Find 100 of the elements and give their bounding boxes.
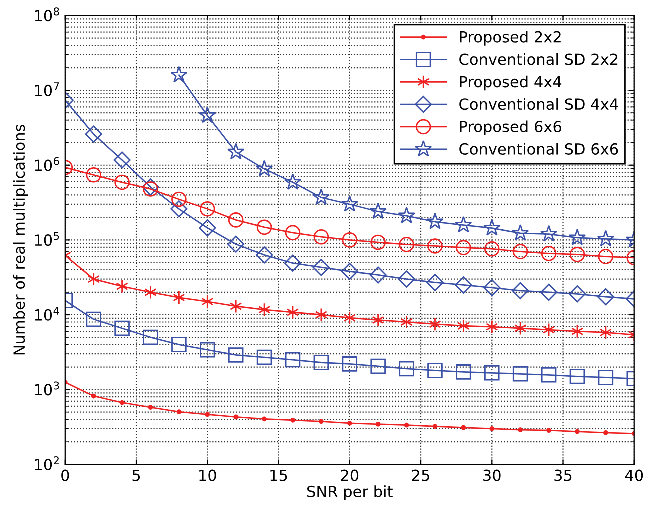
x-tick-label: 25	[412, 470, 430, 482]
point	[512, 366, 528, 382]
point	[458, 319, 470, 334]
point	[541, 246, 557, 262]
point	[484, 219, 501, 236]
point	[426, 274, 444, 292]
point	[514, 322, 527, 336]
point	[290, 418, 296, 423]
x-tick-label: 5	[132, 470, 140, 482]
point	[256, 160, 274, 177]
point	[341, 263, 358, 280]
point	[426, 212, 444, 230]
point	[199, 106, 216, 124]
point	[461, 425, 466, 430]
point	[284, 254, 302, 272]
point	[228, 236, 245, 253]
legend-label: Proposed 2x2	[460, 31, 561, 46]
point	[234, 414, 239, 420]
point	[370, 266, 387, 284]
point	[319, 419, 324, 424]
point	[202, 294, 214, 309]
point	[541, 368, 557, 383]
point	[540, 284, 558, 302]
point	[116, 280, 128, 294]
point	[256, 246, 274, 264]
point	[598, 249, 614, 264]
point	[86, 312, 102, 328]
line-series	[65, 380, 634, 436]
point	[143, 330, 158, 346]
legend-label: Conventional SD 6x6	[460, 143, 618, 155]
x-tick-label: 20	[341, 470, 359, 482]
point	[172, 192, 187, 208]
point	[230, 300, 242, 314]
point	[315, 308, 328, 322]
point	[429, 317, 442, 332]
point	[370, 202, 387, 220]
point	[256, 350, 272, 366]
point	[398, 207, 416, 224]
point	[399, 361, 414, 377]
point	[284, 173, 302, 190]
point	[404, 422, 410, 428]
point	[176, 410, 182, 414]
y-tick-label: 10$^{8}$	[35, 8, 60, 22]
point	[455, 276, 472, 294]
legend-label: Proposed 4x4	[460, 76, 562, 91]
point	[484, 279, 501, 296]
y-tick-label: 10$^{5}$	[35, 232, 60, 246]
point	[114, 174, 130, 190]
point	[400, 315, 413, 330]
y-tick-label: 10$^{6}$	[35, 157, 60, 172]
point	[370, 358, 386, 374]
point	[347, 421, 352, 426]
point	[376, 422, 381, 427]
point	[85, 126, 102, 143]
y-tick-label: 10$^{3}$	[35, 382, 60, 396]
point	[490, 426, 495, 432]
x-tick-label: 35	[554, 470, 572, 482]
x-tick-label: 30	[484, 470, 501, 482]
point	[228, 348, 244, 363]
point	[142, 178, 160, 196]
point	[428, 238, 443, 254]
legend-label: Proposed 6x6	[460, 120, 562, 136]
point	[456, 364, 472, 380]
point	[86, 168, 102, 183]
point	[604, 430, 608, 436]
point	[484, 241, 500, 257]
point	[344, 311, 356, 326]
point	[227, 143, 245, 160]
point	[568, 286, 586, 303]
y-axis-title: Number of real multiplications	[13, 125, 28, 355]
point	[228, 212, 244, 228]
legend-label: Conventional SD 4x4	[460, 98, 618, 110]
point	[148, 405, 154, 410]
point	[143, 182, 158, 197]
point	[200, 342, 216, 358]
point	[598, 370, 614, 386]
point	[546, 428, 552, 434]
point	[88, 272, 100, 286]
point	[312, 259, 330, 276]
point	[486, 320, 498, 334]
point	[518, 428, 524, 432]
point	[262, 416, 267, 422]
point	[114, 152, 131, 169]
point	[600, 326, 612, 340]
point	[314, 229, 330, 245]
point	[597, 230, 615, 247]
point	[575, 429, 580, 434]
point	[205, 412, 210, 418]
point	[428, 363, 443, 378]
point	[370, 234, 386, 250]
x-tick-label: 15	[270, 470, 288, 482]
point	[512, 224, 530, 241]
point	[484, 366, 500, 381]
point	[314, 355, 330, 370]
point	[455, 216, 472, 233]
y-tick-label: 10$^{7}$	[35, 82, 60, 96]
point	[172, 337, 187, 352]
point	[597, 288, 614, 306]
x-tick-label: 40	[625, 470, 644, 482]
point	[540, 225, 558, 242]
